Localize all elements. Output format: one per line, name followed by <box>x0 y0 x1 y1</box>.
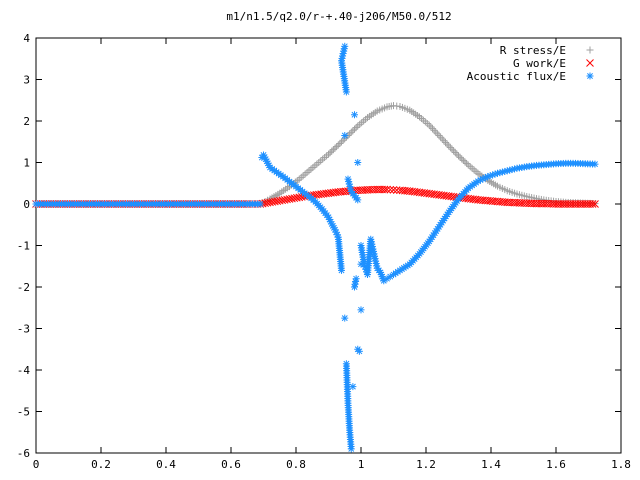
axes: 0 0.2 0.4 0.6 0.8 1 1.2 1.4 1.6 1.8 -6 -5 -4 -3 -2 -1 0 1… <box>17 32 631 471</box>
data-point <box>435 132 443 140</box>
data-point <box>386 185 395 194</box>
plot-frame <box>35 37 622 454</box>
data-point <box>432 128 440 136</box>
x-tick-label: 1 <box>358 458 365 471</box>
x-tick-label: 1.4 <box>481 458 501 471</box>
data-point <box>458 155 466 163</box>
data-point <box>588 200 597 208</box>
legend-label: R stress/E <box>500 44 566 57</box>
data-point <box>446 144 454 152</box>
data-point <box>341 42 349 50</box>
data-point <box>389 186 398 194</box>
data-point <box>328 147 336 155</box>
y-tick-label: -5 <box>17 406 30 419</box>
data-point <box>326 149 334 157</box>
data-point <box>349 127 357 135</box>
chart-marks <box>32 42 599 453</box>
chart-title: m1/n1.5/q2.0/r-+.40-j206/M50.0/512 <box>226 10 451 23</box>
data-point <box>338 266 345 274</box>
data-point <box>433 130 441 138</box>
x-tick-label: 1.2 <box>416 458 436 471</box>
data-point <box>325 150 332 158</box>
data-point <box>437 133 445 141</box>
legend-label: Acoustic flux/E <box>467 70 566 83</box>
x-tick-label: 0.8 <box>286 458 306 471</box>
data-point <box>331 144 339 152</box>
legend-marker <box>586 72 594 80</box>
data-point <box>591 160 599 168</box>
data-point <box>351 111 358 119</box>
data-point <box>352 275 360 283</box>
data-point <box>256 200 264 208</box>
y-tick-label: -3 <box>17 323 30 336</box>
y-tick-label: -1 <box>17 240 30 253</box>
data-point <box>451 149 459 157</box>
data-point <box>341 132 349 140</box>
data-point <box>425 121 433 129</box>
data-point <box>334 141 342 149</box>
data-point <box>456 153 464 161</box>
data-point <box>463 159 471 167</box>
data-point <box>352 124 360 132</box>
data-point <box>341 314 349 322</box>
data-point <box>355 347 363 355</box>
data-point <box>429 125 436 133</box>
x-tick-label: 0.2 <box>91 458 111 471</box>
data-point <box>347 128 355 136</box>
x-tick-label: 0.4 <box>156 458 176 471</box>
data-point <box>450 147 458 155</box>
y-tick-label: 4 <box>23 32 30 45</box>
data-point <box>442 138 449 146</box>
data-point <box>440 137 448 145</box>
data-point <box>453 150 461 158</box>
y-tick-label: 0 <box>23 198 30 211</box>
data-point <box>448 145 456 153</box>
y-tick-label: 2 <box>23 115 30 128</box>
data-point <box>336 139 344 147</box>
data-point <box>430 126 438 134</box>
data-point <box>427 123 435 131</box>
data-point <box>459 156 467 164</box>
data-point <box>461 158 469 166</box>
data-point <box>349 383 357 391</box>
data-point <box>339 136 347 144</box>
data-point <box>354 159 362 166</box>
data-point <box>380 185 389 194</box>
data-point <box>591 200 599 208</box>
data-point <box>443 140 451 148</box>
legend-label: G work/E <box>513 57 566 70</box>
data-point <box>357 306 365 314</box>
x-tick-label: 1.8 <box>611 458 631 471</box>
legend-marker <box>586 46 594 54</box>
y-tick-label: -4 <box>17 364 31 377</box>
x-tick-label: 0.6 <box>221 458 241 471</box>
x-tick-label: 0 <box>33 458 40 471</box>
data-point <box>329 146 337 154</box>
data-point <box>344 175 352 183</box>
series-2 <box>32 42 599 453</box>
y-tick-label: -2 <box>17 281 30 294</box>
x-tick-label: 1.6 <box>546 458 566 471</box>
data-point <box>351 125 358 133</box>
data-point <box>346 130 354 138</box>
data-point <box>438 135 446 143</box>
data-point <box>455 152 462 160</box>
y-tick-label: 1 <box>23 157 30 170</box>
data-point <box>347 445 355 453</box>
data-point <box>445 142 453 150</box>
y-tick-label: -6 <box>17 447 30 460</box>
data-point <box>333 143 341 151</box>
data-point <box>338 138 345 146</box>
legend-marker <box>586 59 594 67</box>
y-tick-label: 3 <box>23 74 30 87</box>
data-point <box>383 185 391 194</box>
